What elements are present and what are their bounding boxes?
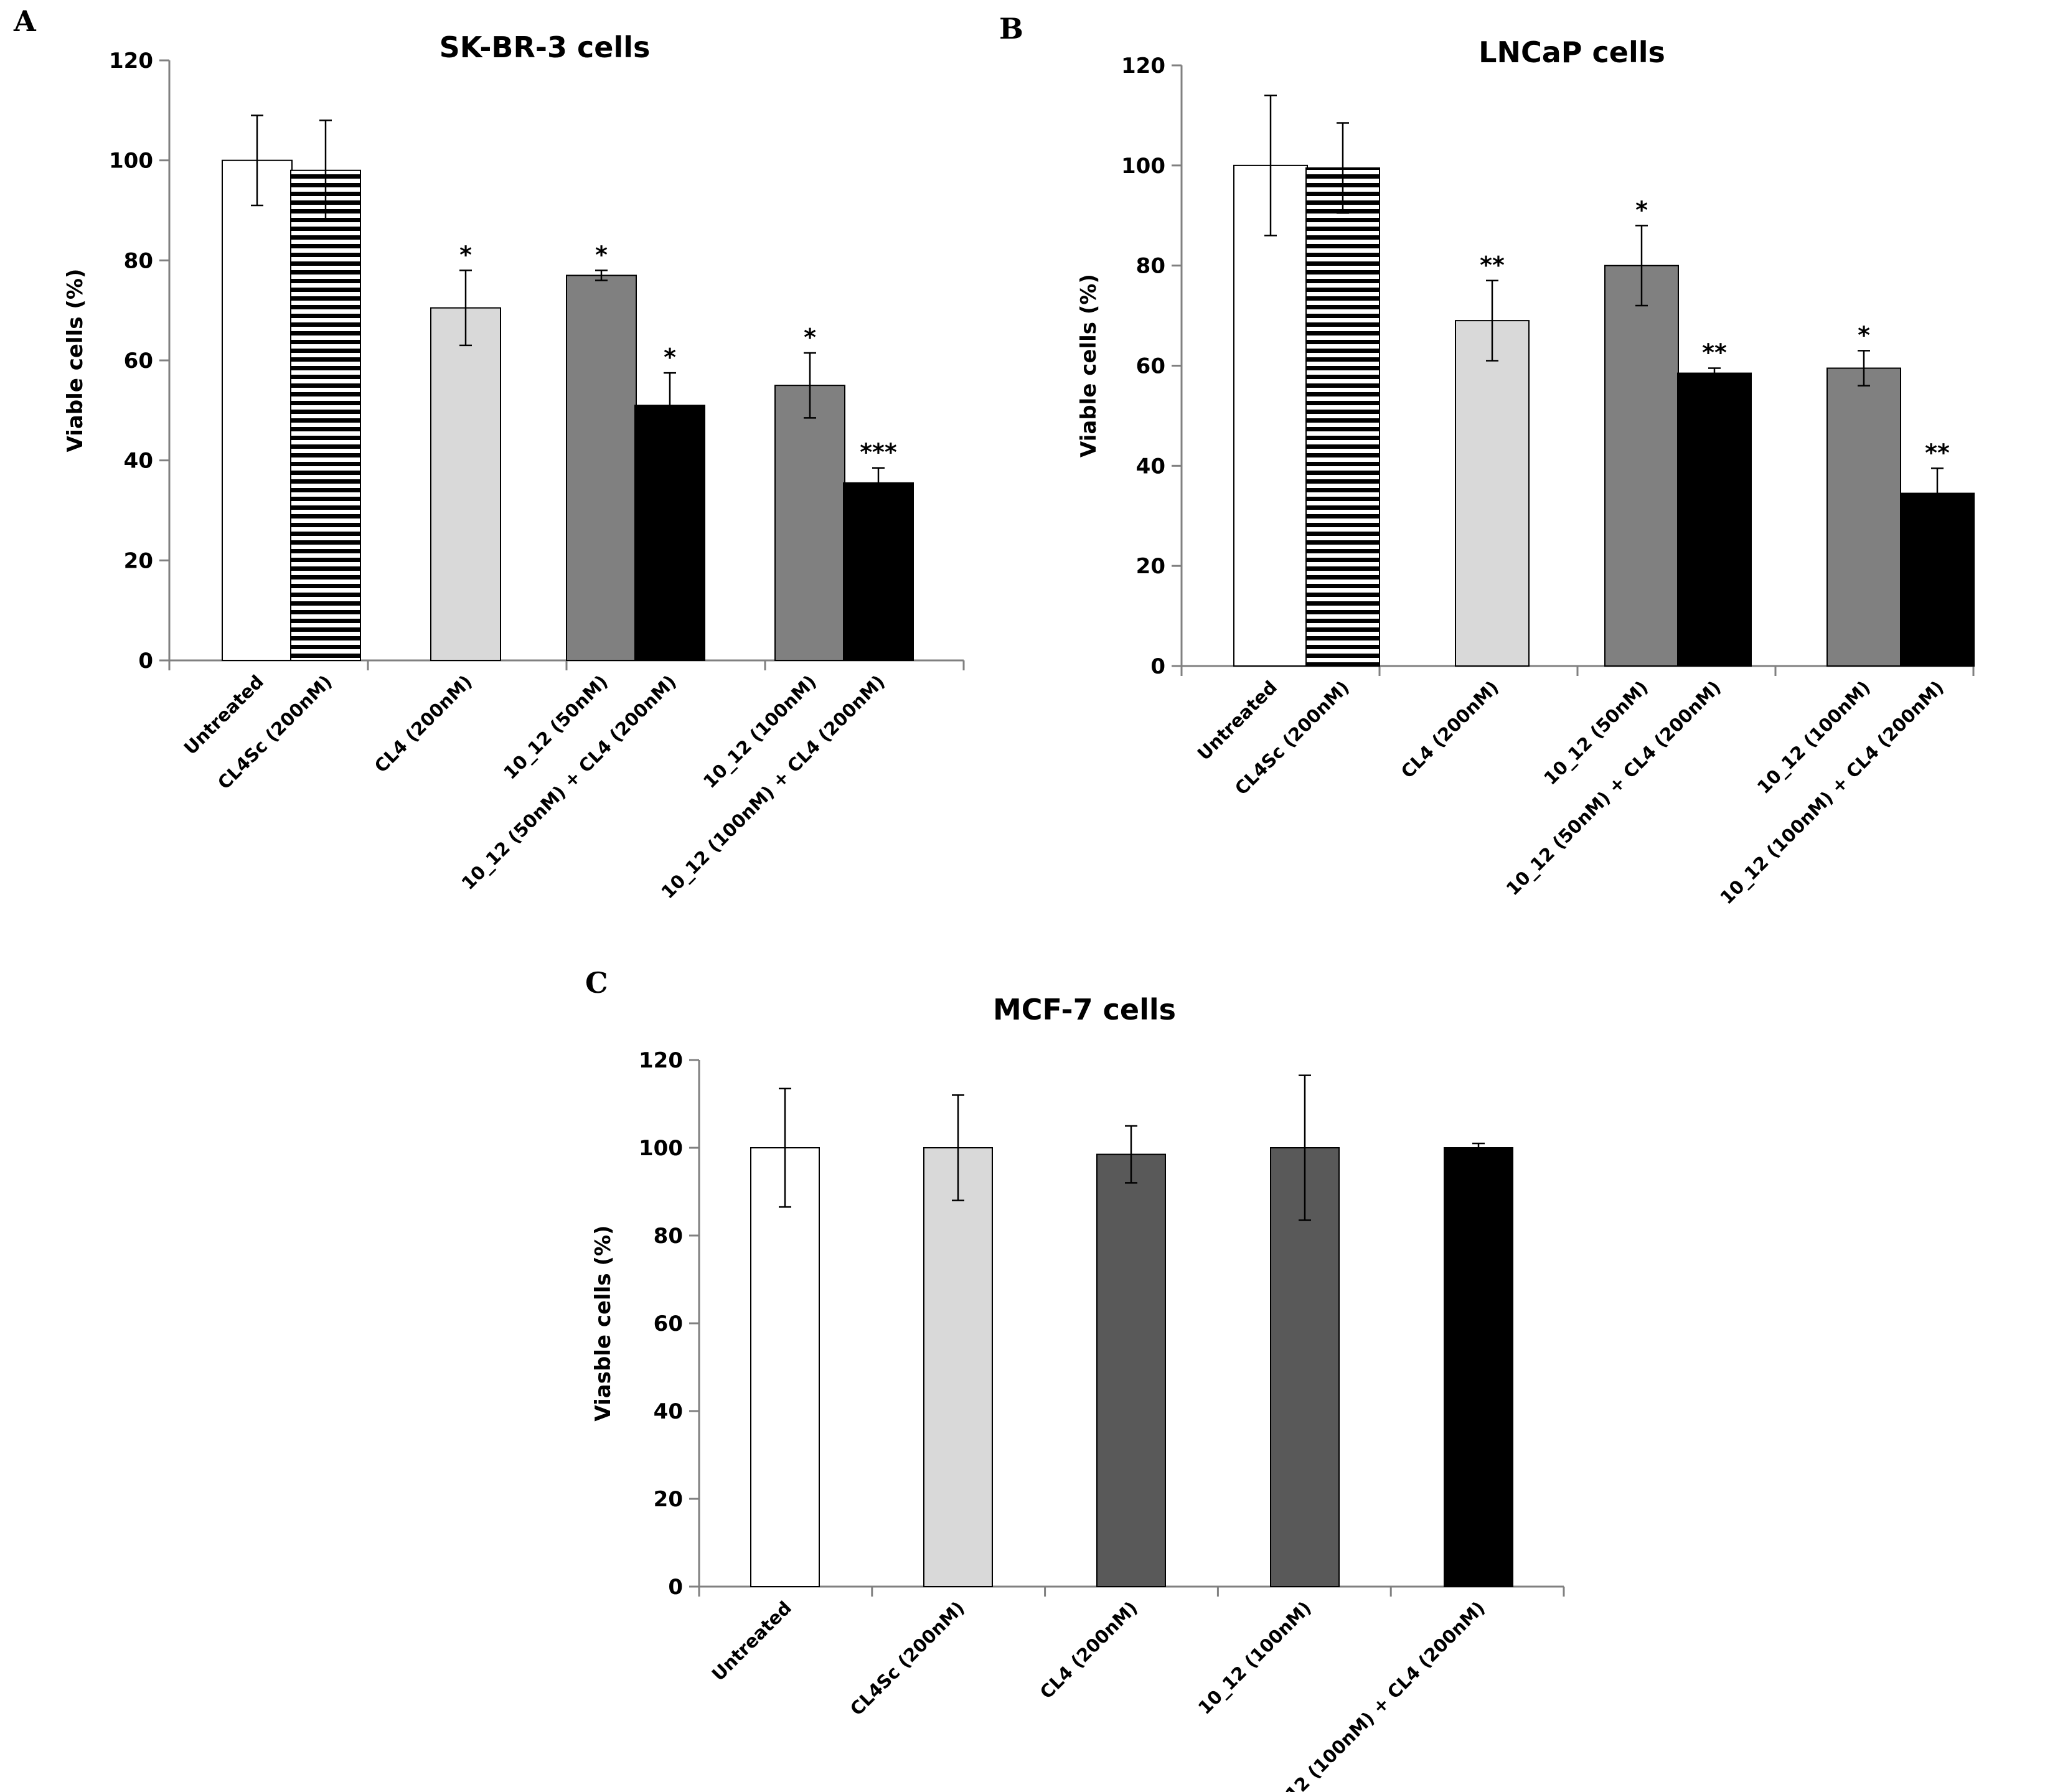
category-label: 10_12 (100nM) [1194,1597,1315,1719]
category-label: Untreated [708,1597,796,1685]
y-tick-label: 80 [124,248,153,273]
y-tick-label: 100 [109,149,153,174]
bar [774,385,845,662]
significance-label: * [595,241,608,268]
y-axis-title: Viasble cells (%) [591,1225,616,1421]
chart-title: MCF-7 cells [993,993,1176,1026]
bar [290,169,361,661]
y-tick-label: 40 [124,449,153,474]
y-tick-label: 40 [1136,454,1165,479]
bar [1305,167,1380,667]
significance-label: * [1635,196,1648,223]
category-label: 10_12 (100nM) [699,671,820,792]
y-tick-label: 120 [639,1048,683,1073]
significance-label: ** [1702,339,1727,367]
y-axis-title: Viable cells (%) [63,269,88,453]
bar [222,159,293,661]
y-tick-label: 80 [654,1224,683,1249]
bar [923,1147,993,1587]
panel-letter: A [13,4,37,38]
y-tick-label: 0 [1150,654,1165,679]
panel-letter: B [999,12,1023,45]
y-tick-label: 0 [138,649,153,673]
category-label: CL4 (200nM) [1036,1597,1142,1703]
significance-label: ** [1480,251,1505,279]
y-tick-label: 100 [1121,154,1165,179]
bar [1826,367,1901,667]
bar [634,405,705,661]
bar [1677,372,1752,667]
bar [430,307,501,661]
bar [1604,265,1679,667]
bar [566,274,637,661]
y-tick-label: 80 [1136,254,1165,279]
y-tick-label: 60 [654,1311,683,1336]
chart-title: SK-BR-3 cells [440,30,651,64]
panel-letter: C [585,966,608,1000]
bar [750,1147,820,1587]
y-axis-title: Viable cells (%) [1076,274,1101,457]
significance-label: * [459,241,472,268]
y-tick-label: 20 [124,548,153,573]
y-tick-label: 60 [1136,354,1165,379]
chart-panel-a: A SK-BR-3 cells 0 20 40 60 80 100 120 Viable cell… [13,4,965,903]
chart-title: LNCaP cells [1479,35,1665,69]
significance-label: ** [1925,439,1950,466]
y-tick-label: 40 [654,1399,683,1424]
significance-label: * [1858,321,1870,349]
y-tick-label: 60 [124,349,153,373]
y-tick-label: 100 [639,1136,683,1161]
y-tick-label: 0 [668,1575,683,1600]
bar [1444,1147,1513,1587]
category-label: CL4Sc (200nM) [214,671,336,794]
significance-label: *** [860,439,897,466]
bar [1900,492,1975,667]
bar [1096,1153,1166,1587]
bar [1233,164,1308,667]
chart-panel-c: C MCF-7 cells 0 20 40 60 80 100 120 Viasble cells… [585,966,1565,1792]
y-tick-label: 120 [1121,54,1165,78]
bar [1455,320,1530,667]
significance-label: * [664,344,676,371]
significance-label: * [804,324,816,351]
category-label: CL4Sc (200nM) [846,1597,969,1720]
bar [843,482,914,661]
y-tick-label: 20 [1136,554,1165,579]
category-label: CL4 (200nM) [1397,677,1503,782]
chart-panel-b: B LNCaP cells 0 20 40 60 80 100 120 Viable cells … [999,12,1975,909]
y-tick-label: 120 [109,49,153,73]
y-tick-label: 20 [654,1487,683,1512]
category-label: CL4 (200nM) [370,671,476,777]
